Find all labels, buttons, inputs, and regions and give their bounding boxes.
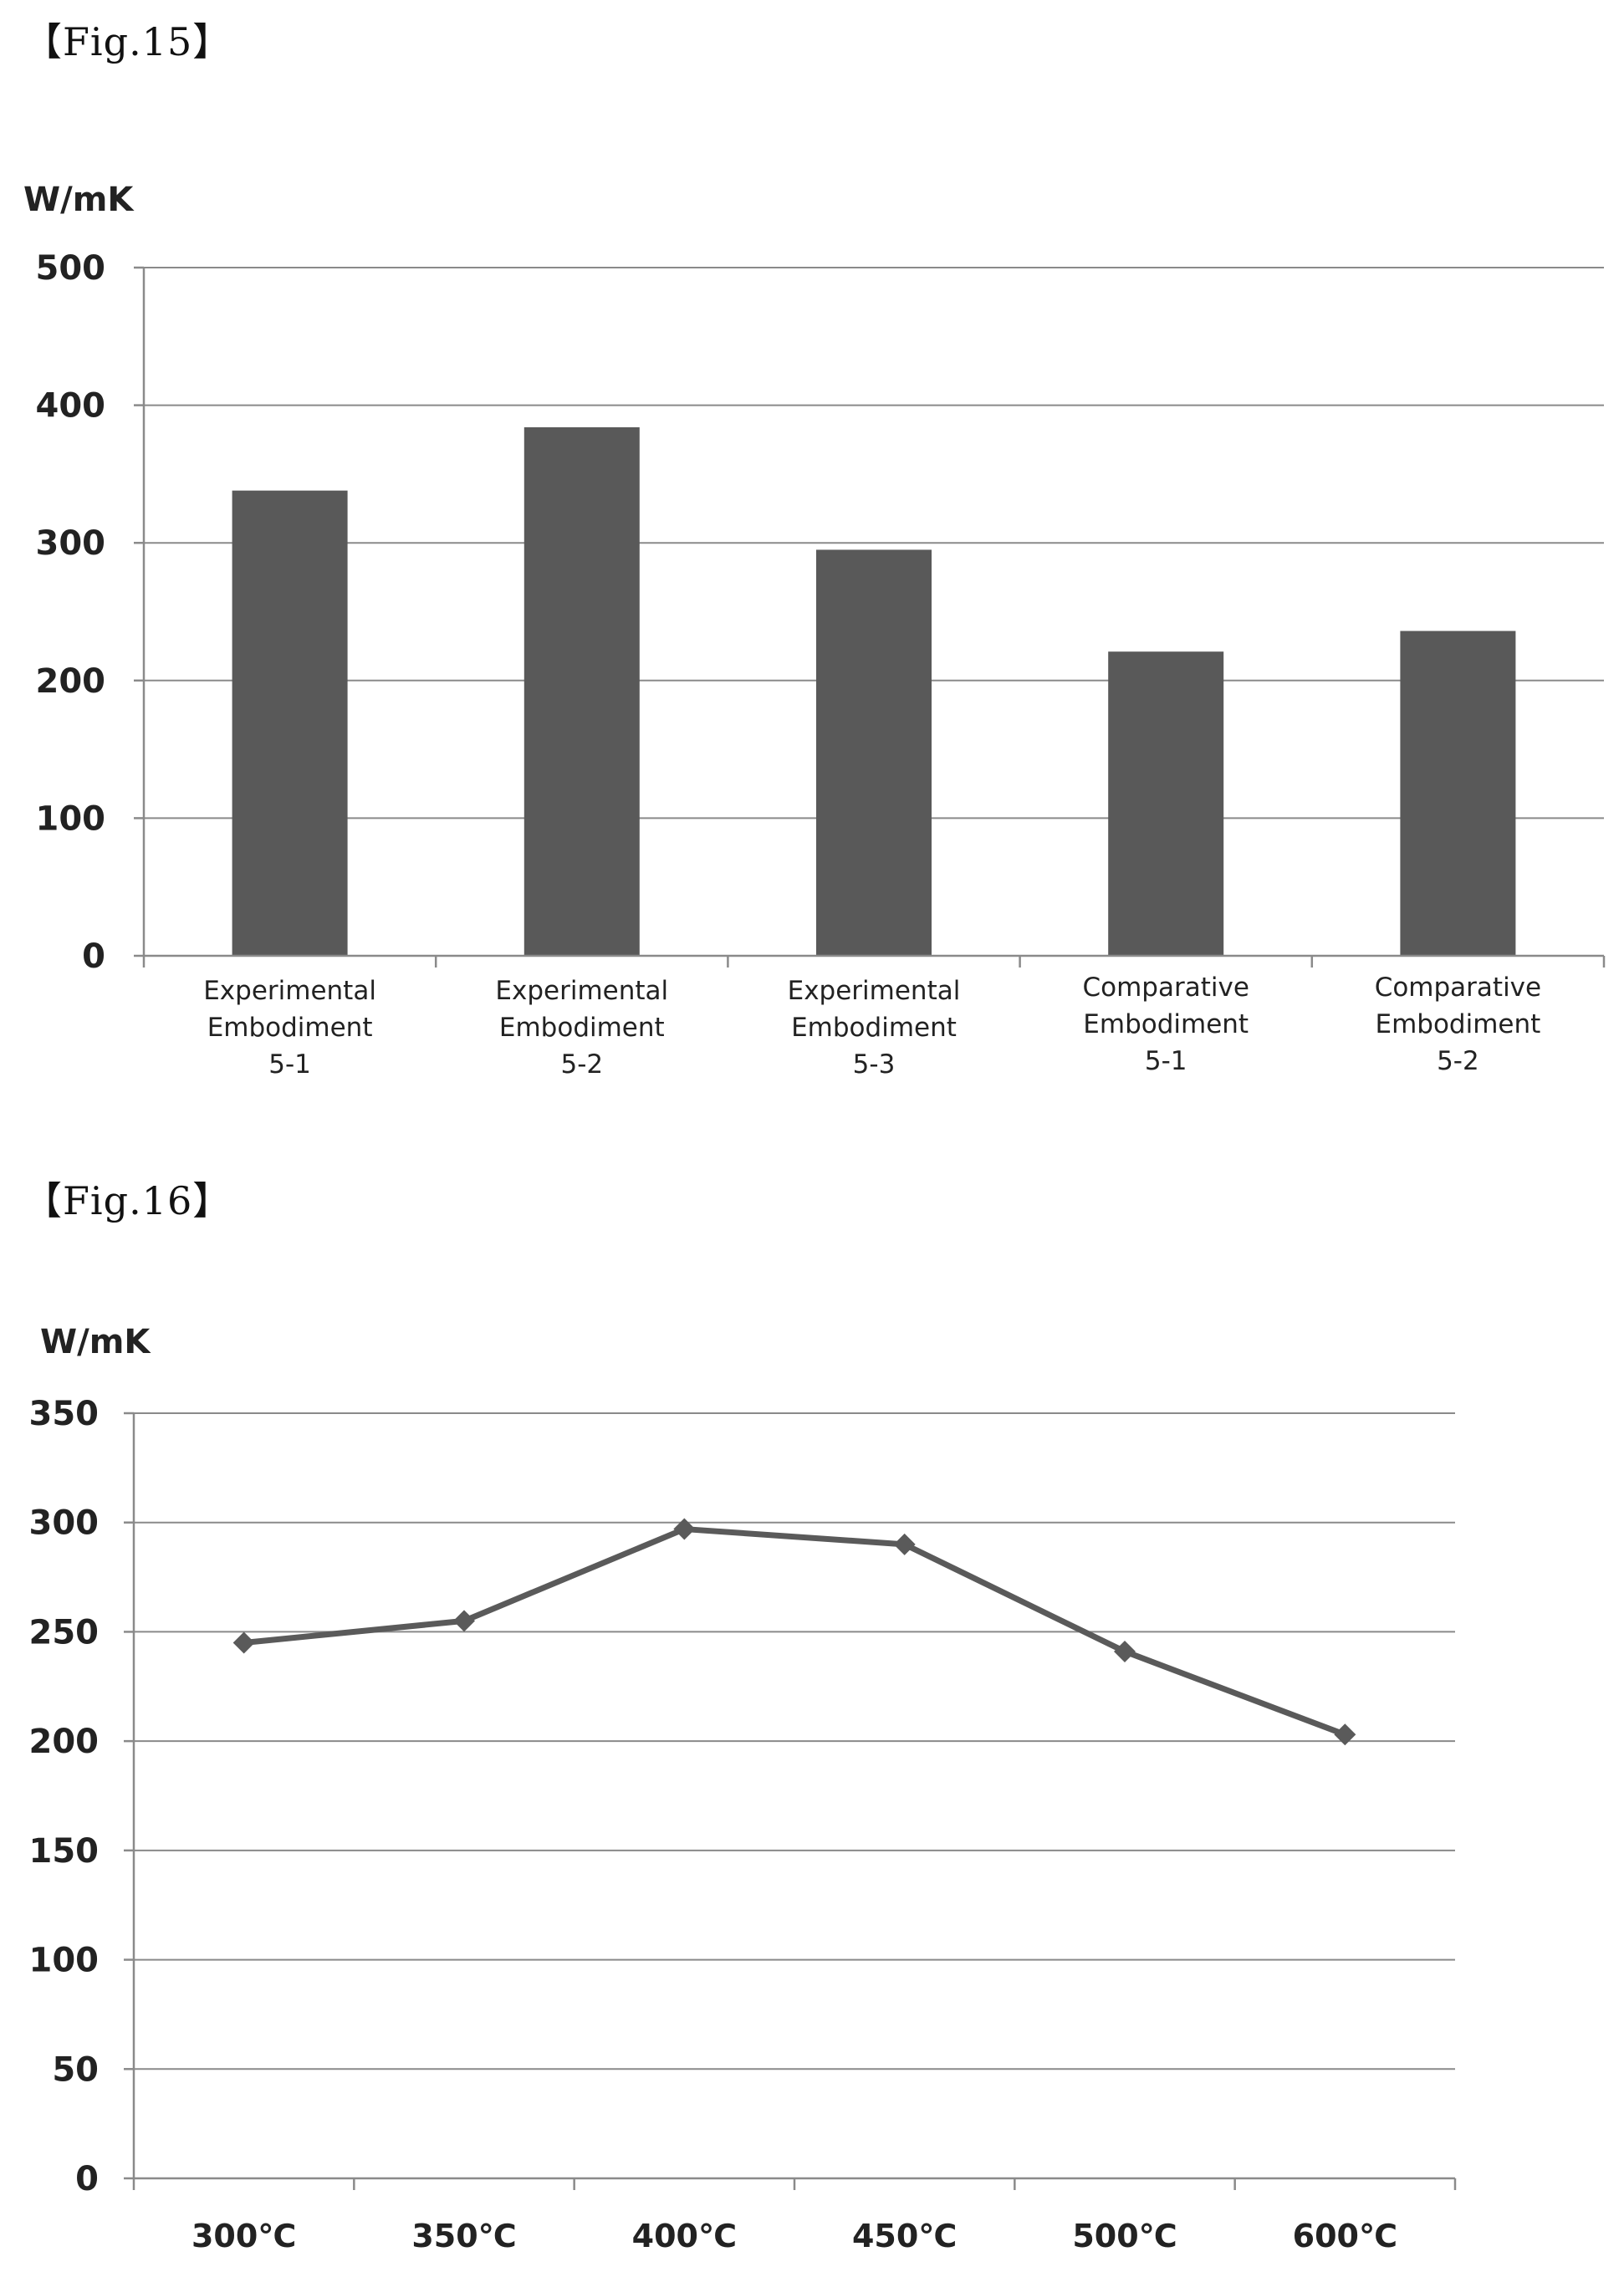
category-label: Embodiment (499, 1013, 665, 1043)
gridlines (134, 1412, 1455, 2070)
y-tick-label: 500 (36, 249, 106, 288)
y-tick-label: 300 (29, 1504, 100, 1543)
bar (523, 426, 640, 956)
bar (232, 490, 348, 956)
category-label: 5-1 (1145, 1046, 1187, 1076)
series-markers (232, 1518, 1356, 1746)
bar (1108, 651, 1224, 956)
category-label: 5-2 (1437, 1046, 1479, 1076)
y-tick-labels: 0 50 100 150 200 250 300 350 (29, 1395, 100, 2198)
x-tick-label: 500℃ (1072, 2218, 1177, 2254)
y-tick-labels: 0 100 200 300 400 500 (36, 249, 106, 976)
category-label: Embodiment (1376, 1009, 1541, 1039)
bars (232, 426, 1516, 956)
axes (124, 1412, 1457, 2190)
x-tick-label: 350℃ (411, 2218, 516, 2254)
category-label: Experimental (495, 976, 668, 1006)
figure-15-label: 【Fig.15】 (23, 19, 232, 64)
category-labels: Experimental Embodiment 5-1 Experimental Emb… (203, 973, 1541, 1080)
data-point-marker (893, 1533, 916, 1555)
y-axis-unit-label: W/mK (40, 1323, 151, 1361)
y-axis-unit-label: W/mK (23, 181, 135, 219)
category-label: Embodiment (1083, 1009, 1249, 1039)
y-tick-label: 50 (52, 2050, 99, 2089)
axes (134, 266, 1606, 968)
category-label: Comparative (1082, 973, 1249, 1003)
category-label: Comparative (1375, 973, 1541, 1003)
y-tick-label: 100 (36, 799, 106, 838)
bar-chart-fig15: W/mK 0 100 200 300 400 500 Experimental Embodi… (23, 181, 1606, 1080)
data-point-marker (232, 1631, 255, 1654)
x-tick-label: 300℃ (192, 2218, 296, 2254)
y-tick-label: 400 (36, 387, 106, 426)
category-label: Experimental (788, 976, 961, 1006)
figure-16-label: 【Fig.16】 (23, 1178, 232, 1223)
y-tick-label: 200 (29, 1723, 100, 1761)
data-point-marker (1114, 1640, 1136, 1662)
gridlines (144, 267, 1604, 819)
category-label: Embodiment (791, 1013, 957, 1043)
series-line (243, 1526, 1346, 1738)
category-label: 5-2 (560, 1049, 603, 1080)
data-point-marker (673, 1518, 696, 1540)
category-label: Experimental (203, 976, 376, 1006)
y-tick-label: 350 (29, 1395, 100, 1433)
y-tick-label: 250 (29, 1613, 100, 1652)
data-point-marker (453, 1610, 475, 1632)
x-tick-labels: 300℃ 350℃ 400℃ 450℃ 500℃ 600℃ (192, 2218, 1397, 2254)
category-label: 5-3 (853, 1049, 896, 1080)
y-tick-label: 200 (36, 662, 106, 701)
series-line (243, 1526, 1346, 1738)
y-tick-label: 0 (75, 2160, 99, 2198)
bar (816, 549, 932, 956)
y-tick-label: 300 (36, 524, 106, 563)
y-tick-label: 100 (29, 1942, 100, 1980)
y-tick-label: 150 (29, 1832, 100, 1871)
data-point-marker (1334, 1723, 1356, 1746)
y-tick-label: 0 (82, 937, 105, 976)
category-label: 5-1 (268, 1049, 311, 1080)
x-tick-label: 600℃ (1293, 2218, 1397, 2254)
bar (1400, 631, 1516, 956)
x-tick-label: 400℃ (632, 2218, 737, 2254)
x-tick-label: 450℃ (852, 2218, 957, 2254)
line-chart-fig16: W/mK 0 50 100 150 200 250 300 350 300℃ 350℃ 400℃ 4… (29, 1323, 1457, 2254)
category-label: Embodiment (207, 1013, 373, 1043)
